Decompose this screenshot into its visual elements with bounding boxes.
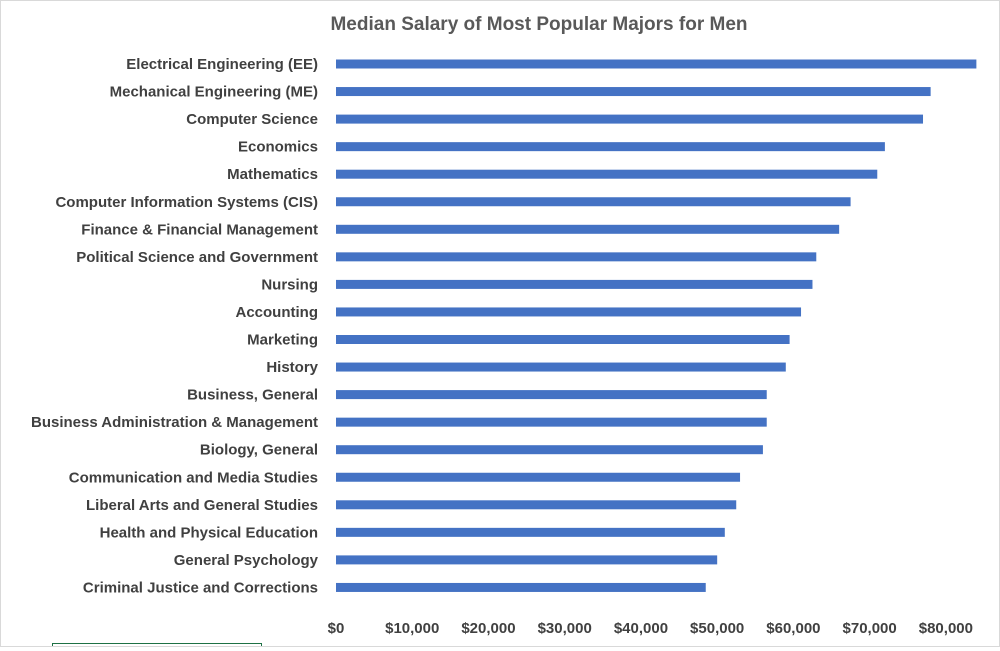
bar-5	[336, 197, 851, 207]
x-tick-label-2: $20,000	[461, 620, 515, 637]
category-label-13: Business Administration & Management	[31, 414, 318, 431]
x-tick-label-0: $0	[328, 620, 345, 637]
category-label-14: Biology, General	[200, 442, 318, 459]
category-label-15: Communication and Media Studies	[69, 469, 318, 486]
bar-17	[336, 527, 725, 537]
category-label-4: Mathematics	[227, 166, 318, 183]
category-label-11: History	[266, 359, 318, 376]
x-tick-label-8: $80,000	[919, 620, 973, 637]
category-label-12: Business, General	[187, 387, 318, 404]
bar-3	[336, 142, 885, 152]
category-label-1: Mechanical Engineering (ME)	[110, 84, 318, 101]
category-label-3: Economics	[238, 139, 318, 156]
x-tick-label-6: $60,000	[766, 620, 820, 637]
bars-layer	[336, 59, 977, 592]
x-tick-label-7: $70,000	[843, 620, 897, 637]
x-tick-label-4: $40,000	[614, 620, 668, 637]
category-label-16: Liberal Arts and General Studies	[86, 497, 318, 514]
category-label-5: Computer Information Systems (CIS)	[55, 194, 318, 211]
category-label-8: Nursing	[261, 276, 318, 293]
category-label-19: Criminal Justice and Corrections	[83, 579, 318, 596]
x-tick-label-5: $50,000	[690, 620, 744, 637]
category-label-0: Electrical Engineering (EE)	[126, 56, 318, 73]
bar-16	[336, 500, 737, 510]
bar-13	[336, 417, 767, 427]
bar-18	[336, 555, 718, 565]
bar-11	[336, 362, 786, 372]
x-tick-label-3: $30,000	[538, 620, 592, 637]
bar-1	[336, 87, 931, 97]
bar-7	[336, 252, 817, 262]
bar-2	[336, 114, 924, 124]
bar-19	[336, 582, 706, 592]
category-label-18: General Psychology	[174, 552, 319, 569]
category-label-7: Political Science and Government	[76, 249, 318, 266]
x-axis-ticks: $0 $10,000 $20,000 $30,000 $40,000 $50,000 $60…	[328, 620, 973, 637]
bar-10	[336, 335, 790, 344]
bar-14	[336, 445, 763, 455]
bar-6	[336, 224, 840, 234]
bar-0	[336, 59, 977, 69]
bar-15	[336, 472, 741, 482]
category-label-9: Accounting	[236, 304, 319, 321]
category-label-2: Computer Science	[186, 111, 318, 128]
bar-9	[336, 307, 802, 317]
category-labels: Electrical Engineering (EE) Mechanical En…	[31, 56, 319, 596]
chart-title: Median Salary of Most Popular Majors for…	[330, 14, 747, 35]
bar-8	[336, 279, 813, 289]
bar-4	[336, 169, 878, 179]
category-label-6: Finance & Financial Management	[81, 221, 318, 238]
selected-cell-outline	[52, 643, 262, 646]
x-tick-label-1: $10,000	[385, 620, 439, 637]
bar-12	[336, 390, 767, 400]
category-label-10: Marketing	[247, 332, 318, 349]
category-label-17: Health and Physical Education	[100, 524, 318, 541]
